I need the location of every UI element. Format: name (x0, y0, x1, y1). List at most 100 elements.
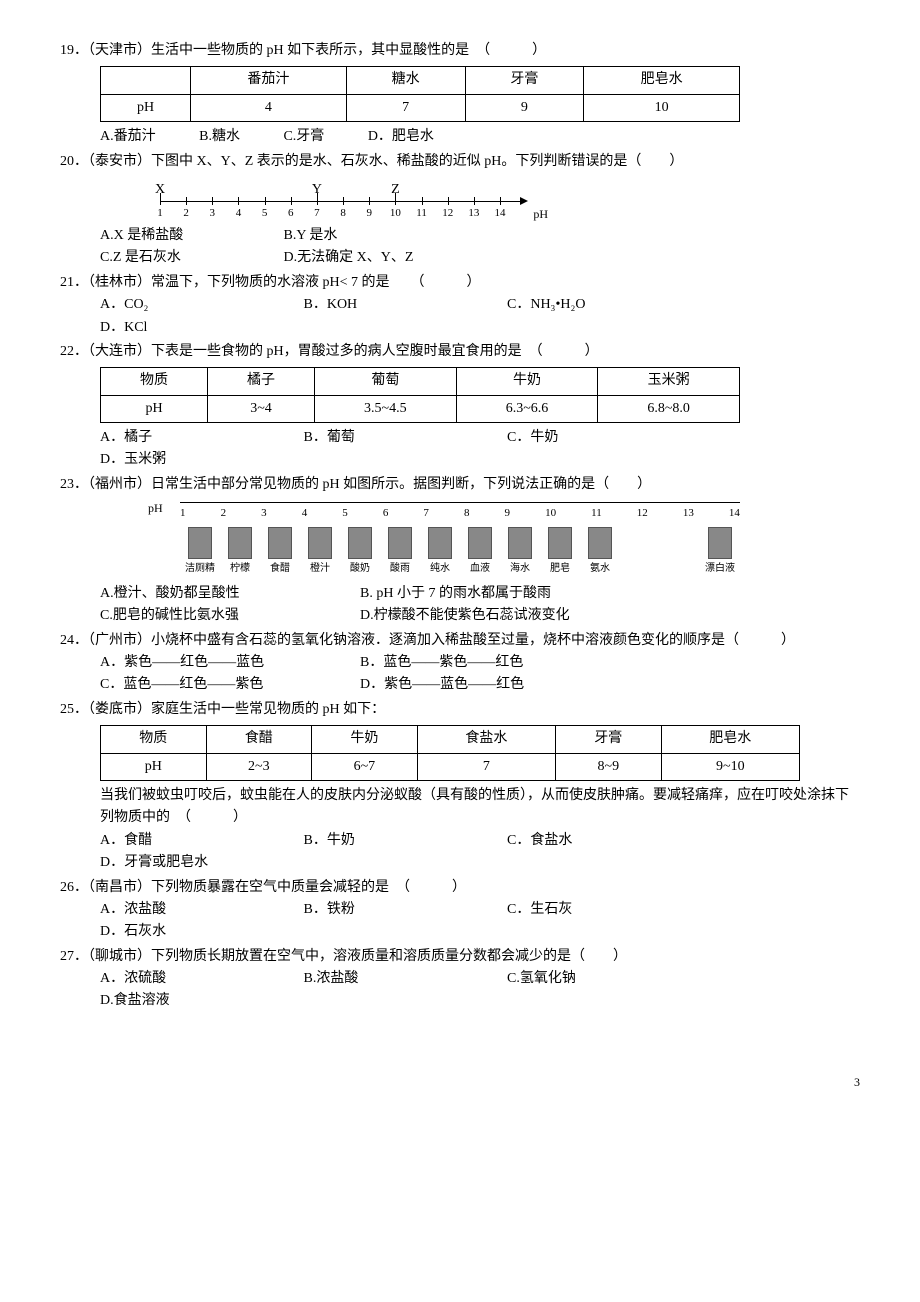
ph-item: 漂白液 (700, 527, 740, 577)
q23-items: 洁厕精柠檬食醋橙汁酸奶酸雨纯水血液海水肥皂氨水漂白液 (180, 527, 740, 577)
q25-h0: 物质 (101, 726, 207, 753)
q25-h1: 食醋 (206, 726, 312, 753)
ph-tick: 4 (302, 505, 308, 523)
q24-opt-a: A．紫色——红色——蓝色 (100, 652, 360, 674)
q26-opt-d: D．石灰水 (100, 921, 260, 943)
q22-opt-a: A．橘子 (100, 427, 260, 449)
q25-text2: 当我们被蚊虫叮咬后，蚊虫能在人的皮肤内分泌蚁酸（具有酸的性质），从而使皮肤肿痛。… (100, 785, 860, 830)
ph-item: 酸雨 (380, 527, 420, 577)
ph-tick: 5 (342, 505, 348, 523)
q25-r1: 2~3 (206, 753, 312, 780)
q24-opt-d: D．紫色——蓝色——红色 (360, 674, 620, 696)
q23-text: 23．（福州市）日常生活中部分常见物质的 pH 如图所示。据图判断，下列说法正确… (60, 474, 860, 496)
tick (291, 197, 292, 205)
tick (343, 197, 344, 205)
ph-tick: 2 (221, 505, 227, 523)
tick-label: 6 (288, 205, 294, 223)
q27-text: 27．（聊城市）下列物质长期放置在空气中，溶液质量和溶质质量分数都会减少的是（ … (60, 946, 860, 968)
substance-label: 食醋 (270, 561, 290, 577)
ph-tick: 14 (729, 505, 740, 523)
ph-tick: 11 (591, 505, 602, 523)
q19-opt-c: C.牙膏 (283, 126, 324, 148)
q25-h3: 食盐水 (417, 726, 555, 753)
q25-h4: 牙膏 (556, 726, 662, 753)
q27-opt-d: D.食盐溶液 (100, 990, 260, 1012)
question-25: 25．（娄底市）家庭生活中一些常见物质的 pH 如下： 物质 食醋 牛奶 食盐水… (60, 699, 860, 875)
q19-r0: pH (101, 94, 191, 121)
ph-item: 橙汁 (300, 527, 340, 577)
substance-label: 海水 (510, 561, 530, 577)
tick (265, 197, 266, 205)
substance-label: 橙汁 (310, 561, 330, 577)
question-22: 22．（大连市）下表是一些食物的 pH，胃酸过多的病人空腹时最宜食用的是 （ ）… (60, 341, 860, 472)
q25-opt-d: D．牙膏或肥皂水 (100, 852, 260, 874)
q25-r4: 8~9 (556, 753, 662, 780)
ph-item: 柠檬 (220, 527, 260, 577)
q19-opt-b: B.糖水 (199, 126, 240, 148)
q22-r1: 3~4 (208, 395, 315, 422)
q20-number-line: pH 1234567891011121314XYZ (160, 179, 520, 219)
ph-tick: 7 (423, 505, 429, 523)
ph-item: 海水 (500, 527, 540, 577)
q24-options: A．紫色——红色——蓝色 B．蓝色——紫色——红色 C．蓝色——红色——紫色 D… (100, 652, 860, 697)
q26-options: A．浓盐酸 B．铁粉 C．生石灰 D．石灰水 (100, 899, 860, 944)
ph-item (620, 527, 660, 577)
q22-opt-b: B．葡萄 (304, 427, 464, 449)
q20-options: A.X 是稀盐酸 B.Y 是水 C.Z 是石灰水 D.无法确定 X、Y、Z (100, 225, 860, 270)
q19-r2: 7 (346, 94, 465, 121)
substance-label: 纯水 (430, 561, 450, 577)
q25-options: A．食醋 B．牛奶 C．食盐水 D．牙膏或肥皂水 (100, 830, 860, 875)
ph-item: 血液 (460, 527, 500, 577)
ph-tick: 9 (505, 505, 511, 523)
q19-h4: 肥皂水 (584, 67, 740, 94)
q22-options: A．橘子 B．葡萄 C．牛奶 D．玉米粥 (100, 427, 860, 472)
q22-r2: 3.5~4.5 (315, 395, 457, 422)
q19-r3: 9 (465, 94, 584, 121)
q19-h3: 牙膏 (465, 67, 584, 94)
q22-h2: 葡萄 (315, 368, 457, 395)
q26-opt-c: C．生石灰 (507, 899, 667, 921)
question-20: 20．（泰安市）下图中 X、Y、Z 表示的是水、石灰水、稀盐酸的近似 pH。下列… (60, 151, 860, 270)
q26-text: 26．（南昌市）下列物质暴露在空气中质量会减轻的是 （ ） (60, 877, 860, 899)
q25-opt-b: B．牛奶 (304, 830, 464, 852)
q20-opt-b: B.Y 是水 (284, 228, 338, 243)
q22-h0: 物质 (101, 368, 208, 395)
substance-label: 酸雨 (390, 561, 410, 577)
q19-opt-d: D．肥皂水 (368, 126, 434, 148)
tick-label: 12 (442, 205, 453, 223)
substance-icon (708, 527, 732, 559)
tick-label: 8 (340, 205, 346, 223)
tick (448, 197, 449, 205)
q22-opt-c: C．牛奶 (507, 427, 667, 449)
q27-opt-a: A．浓硫酸 (100, 968, 260, 990)
q19-r1: 4 (191, 94, 347, 121)
tick (212, 197, 213, 205)
q22-h1: 橘子 (208, 368, 315, 395)
q27-opt-b: B.浓盐酸 (304, 968, 464, 990)
question-19: 19．（天津市）生活中一些物质的 pH 如下表所示，其中显酸性的是 （ ） 番茄… (60, 40, 860, 149)
q20-ph-label: pH (533, 205, 548, 224)
page-number: 3 (60, 1073, 860, 1092)
substance-icon (308, 527, 332, 559)
q25-r2: 6~7 (312, 753, 418, 780)
tick-label: 7 (314, 205, 320, 223)
substance-label: 血液 (470, 561, 490, 577)
question-23: 23．（福州市）日常生活中部分常见物质的 pH 如图所示。据图判断，下列说法正确… (60, 474, 860, 628)
ph-item (660, 527, 700, 577)
q23-opt-b: B. pH 小于 7 的雨水都属于酸雨 (360, 583, 620, 605)
q25-r5: 9~10 (661, 753, 799, 780)
q20-opt-c: C.Z 是石灰水 (100, 247, 280, 269)
q23-ph-scale: pH 1234567891011121314 洁厕精柠檬食醋橙汁酸奶酸雨纯水血液… (180, 502, 740, 577)
ph-tick: 1 (180, 505, 186, 523)
q22-table: 物质 橘子 葡萄 牛奶 玉米粥 pH 3~4 3.5~4.5 6.3~6.6 6… (100, 367, 740, 423)
question-26: 26．（南昌市）下列物质暴露在空气中质量会减轻的是 （ ） A．浓盐酸 B．铁粉… (60, 877, 860, 944)
tick (474, 197, 475, 205)
substance-label: 柠檬 (230, 561, 250, 577)
tick-label: 13 (468, 205, 479, 223)
ph-item: 肥皂 (540, 527, 580, 577)
tick-label: 9 (366, 205, 372, 223)
q21-opt-d: D．KCl (100, 317, 260, 339)
tick (238, 197, 239, 205)
tick-label: 3 (210, 205, 216, 223)
ph-tick: 3 (261, 505, 267, 523)
